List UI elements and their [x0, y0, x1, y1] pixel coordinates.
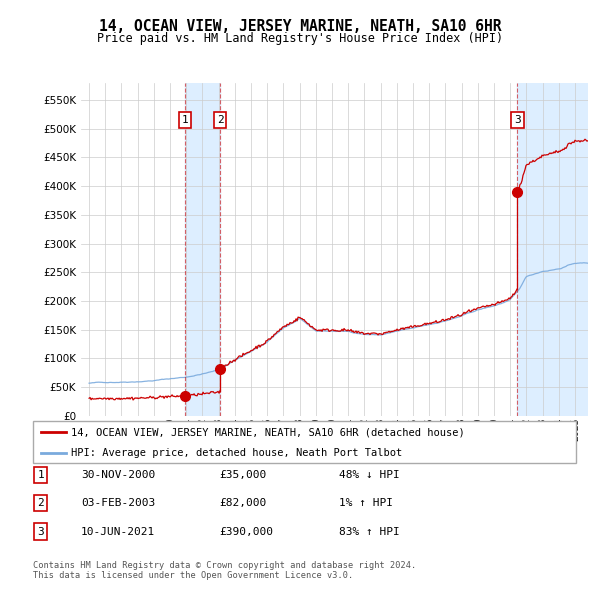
- Text: 2: 2: [217, 115, 224, 125]
- Text: 48% ↓ HPI: 48% ↓ HPI: [339, 470, 400, 480]
- Text: 10-JUN-2021: 10-JUN-2021: [81, 527, 155, 536]
- Text: 14, OCEAN VIEW, JERSEY MARINE, NEATH, SA10 6HR (detached house): 14, OCEAN VIEW, JERSEY MARINE, NEATH, SA…: [71, 427, 465, 437]
- Bar: [517, 83, 588, 416]
- FancyBboxPatch shape: [33, 421, 576, 463]
- Text: 83% ↑ HPI: 83% ↑ HPI: [339, 527, 400, 536]
- Text: Contains HM Land Registry data © Crown copyright and database right 2024.: Contains HM Land Registry data © Crown c…: [33, 560, 416, 569]
- Text: 3: 3: [514, 115, 521, 125]
- Text: Price paid vs. HM Land Registry's House Price Index (HPI): Price paid vs. HM Land Registry's House …: [97, 32, 503, 45]
- Text: £390,000: £390,000: [219, 527, 273, 536]
- Text: 30-NOV-2000: 30-NOV-2000: [81, 470, 155, 480]
- Text: 1: 1: [182, 115, 188, 125]
- Text: 1: 1: [37, 470, 44, 480]
- Text: This data is licensed under the Open Government Licence v3.0.: This data is licensed under the Open Gov…: [33, 571, 353, 580]
- Text: £82,000: £82,000: [219, 499, 266, 508]
- Text: 03-FEB-2003: 03-FEB-2003: [81, 499, 155, 508]
- Text: £35,000: £35,000: [219, 470, 266, 480]
- Text: HPI: Average price, detached house, Neath Port Talbot: HPI: Average price, detached house, Neat…: [71, 448, 402, 457]
- Text: 3: 3: [37, 527, 44, 536]
- Text: 2: 2: [37, 499, 44, 508]
- Text: 14, OCEAN VIEW, JERSEY MARINE, NEATH, SA10 6HR: 14, OCEAN VIEW, JERSEY MARINE, NEATH, SA…: [99, 19, 501, 34]
- Text: 1% ↑ HPI: 1% ↑ HPI: [339, 499, 393, 508]
- Bar: [185, 83, 220, 416]
